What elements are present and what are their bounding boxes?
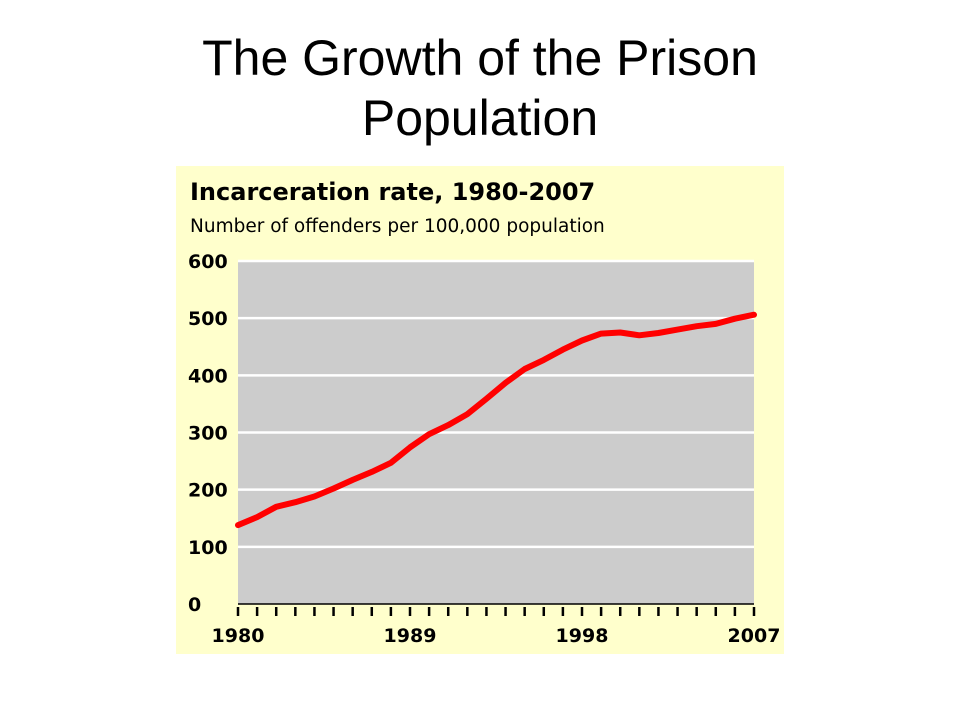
chart-subtitle: Number of offenders per 100,000 populati… [190, 216, 605, 237]
x-tick-label-1998: 1998 [556, 625, 609, 647]
y-tick-label-0: 0 [188, 594, 201, 616]
chart-title: Incarceration rate, 1980-2007 [190, 178, 595, 206]
y-tick-label-600: 600 [188, 251, 228, 273]
y-axis-tick-labels: 0 100 200 300 400 500 600 [188, 251, 228, 616]
x-tick-label-2007: 2007 [728, 625, 781, 647]
x-tick-label-1980: 1980 [212, 625, 265, 647]
slide-title-line-2: Population [361, 90, 599, 146]
y-tick-label-500: 500 [188, 308, 228, 330]
y-tick-label-200: 200 [188, 480, 228, 502]
slide-title-line-1: The Growth of the Prison [202, 30, 758, 86]
incarceration-line-chart: Incarceration rate, 1980-2007 Number of … [176, 166, 784, 654]
x-tick-label-1989: 1989 [384, 625, 437, 647]
y-tick-label-100: 100 [188, 537, 228, 559]
y-tick-label-300: 300 [188, 423, 228, 445]
chart-panel: Incarceration rate, 1980-2007 Number of … [176, 166, 784, 654]
y-tick-label-400: 400 [188, 365, 228, 387]
x-axis-tick-labels: 1980 1989 1998 2007 [212, 625, 781, 647]
incarceration-rate-series-line [235, 311, 757, 529]
slide-title: The Growth of the Prison Population [0, 28, 960, 148]
gridlines [238, 259, 754, 549]
x-axis-ticks [236, 603, 756, 616]
